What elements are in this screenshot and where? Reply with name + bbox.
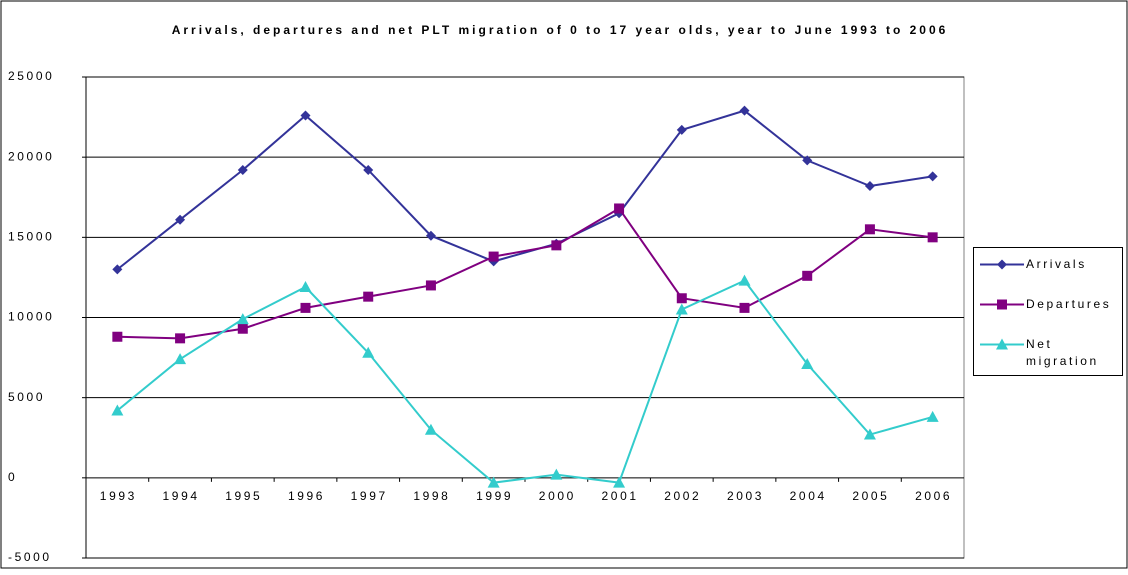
x-tick-label: 1993	[100, 489, 137, 503]
data-point	[739, 105, 750, 116]
series-line	[117, 207, 933, 340]
data-point	[550, 468, 563, 480]
legend-label: Arrivals	[1026, 257, 1087, 271]
x-tick-label: 1997	[351, 489, 388, 503]
legend-marker	[997, 259, 1007, 270]
data-point	[237, 323, 248, 334]
x-tick-label: 2004	[790, 489, 827, 503]
data-point	[802, 270, 813, 281]
legend-swatch	[980, 338, 1024, 350]
data-point	[863, 428, 876, 440]
data-point	[175, 333, 186, 344]
data-point	[551, 240, 562, 251]
data-point	[425, 230, 436, 241]
data-point	[300, 302, 311, 313]
data-point	[927, 232, 938, 243]
series-line	[116, 109, 933, 271]
data-point	[488, 251, 499, 262]
data-point	[237, 164, 248, 175]
x-tick-label: 2000	[539, 489, 576, 503]
x-tick-label: 1995	[225, 489, 262, 503]
y-tick-label: 25000	[8, 69, 54, 83]
legend-item: Net migration	[978, 336, 1118, 370]
chart-title: Arrivals, departures and net PLT migrati…	[172, 23, 949, 37]
data-point	[363, 291, 374, 302]
data-point	[614, 203, 625, 214]
data-point	[676, 124, 687, 135]
data-point	[487, 476, 500, 488]
data-point	[363, 164, 374, 175]
legend-item: Arrivals	[978, 256, 1118, 273]
x-tick-label: 2001	[602, 489, 639, 503]
y-tick-label: 0	[8, 470, 17, 484]
x-tick-label: 2002	[664, 489, 701, 503]
data-point	[738, 274, 751, 286]
data-point	[425, 280, 436, 291]
data-point	[174, 353, 187, 365]
data-point	[802, 155, 813, 166]
data-point	[299, 281, 312, 293]
data-point	[236, 313, 249, 325]
data-point	[300, 110, 311, 121]
data-point	[112, 264, 123, 275]
y-tick-label: 5000	[8, 390, 45, 404]
legend-marker	[997, 299, 1007, 310]
x-tick-label: 2005	[852, 489, 889, 503]
data-point	[864, 224, 875, 235]
y-tick-label: 10000	[8, 310, 54, 324]
data-point	[675, 303, 688, 315]
x-tick-label: 1996	[288, 489, 325, 503]
legend-label: Departures	[1026, 297, 1112, 311]
x-tick-label: 2006	[915, 489, 952, 503]
x-tick-label: 1994	[163, 489, 200, 503]
data-point	[613, 476, 626, 488]
data-point	[112, 331, 123, 342]
data-point	[111, 404, 124, 416]
y-tick-label: -5000	[8, 550, 52, 564]
data-point	[362, 346, 375, 358]
data-point	[801, 357, 814, 369]
legend-swatch	[980, 259, 1024, 270]
series-line	[116, 279, 933, 484]
legend: Arrivals Departures Net migration	[973, 247, 1123, 376]
data-point	[926, 410, 939, 422]
legend-label: Net migration	[1026, 337, 1099, 368]
legend-marker	[996, 338, 1008, 350]
data-point	[676, 293, 687, 304]
legend-swatch	[980, 299, 1024, 310]
y-tick-label: 20000	[8, 149, 54, 163]
data-point	[739, 302, 750, 313]
data-point	[175, 214, 186, 225]
x-tick-label: 1998	[413, 489, 450, 503]
legend-item: Departures	[978, 296, 1118, 313]
data-point	[927, 171, 938, 182]
y-tick-label: 15000	[8, 230, 54, 244]
data-point	[864, 181, 875, 192]
data-point	[424, 423, 437, 435]
x-tick-label: 2003	[727, 489, 764, 503]
x-tick-label: 1999	[476, 489, 513, 503]
